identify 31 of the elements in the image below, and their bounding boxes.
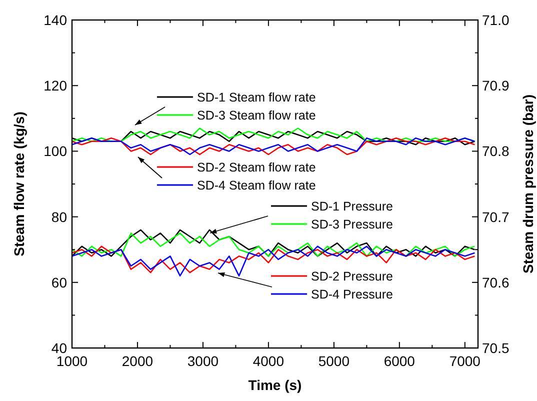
x-tick-label: 7000 xyxy=(449,353,481,369)
x-tick-label: 5000 xyxy=(318,353,350,369)
x-tick-label: 3000 xyxy=(187,353,219,369)
legend-label: SD-4 Steam flow rate xyxy=(197,178,316,192)
y2-tick-label: 70.7 xyxy=(482,208,510,225)
y-tick-label: 120 xyxy=(44,78,68,94)
y2-tick-label: 70.6 xyxy=(482,274,510,290)
x-axis-title: Time (s) xyxy=(248,377,302,393)
y-tick-label: 60 xyxy=(51,274,68,290)
y-tick-label: 140 xyxy=(44,12,68,28)
y2-tick-label: 70.5 xyxy=(482,340,510,356)
x-tick-label: 2000 xyxy=(122,353,154,369)
y-axis-title: Steam flow rate (kg/s) xyxy=(11,112,27,256)
y-tick-label: 80 xyxy=(51,208,68,225)
line-series xyxy=(71,137,476,156)
legend-label: SD-2 Pressure xyxy=(311,270,394,284)
legend-label: SD-3 Pressure xyxy=(311,218,394,232)
y2-tick-label: 71.0 xyxy=(482,12,510,28)
y2-axis-title: Steam drum pressure (bar) xyxy=(520,94,536,274)
x-tick-label: 6000 xyxy=(384,353,416,369)
legend-label: SD-3 Steam flow rate xyxy=(197,108,316,122)
legend-label: SD-4 Pressure xyxy=(311,288,394,302)
y-tick-label: 40 xyxy=(51,340,68,356)
legend-label: SD-1 Steam flow rate xyxy=(197,90,316,104)
x-tick-label: 1000 xyxy=(56,353,88,369)
x-tick-label: 4000 xyxy=(252,353,284,369)
y2-tick-label: 70.8 xyxy=(482,143,510,160)
legend-label: SD-2 Steam flow rate xyxy=(197,160,316,174)
y2-tick-label: 70.9 xyxy=(482,78,510,94)
y-tick-label: 100 xyxy=(44,143,68,160)
legend-label: SD-1 Pressure xyxy=(311,200,394,214)
